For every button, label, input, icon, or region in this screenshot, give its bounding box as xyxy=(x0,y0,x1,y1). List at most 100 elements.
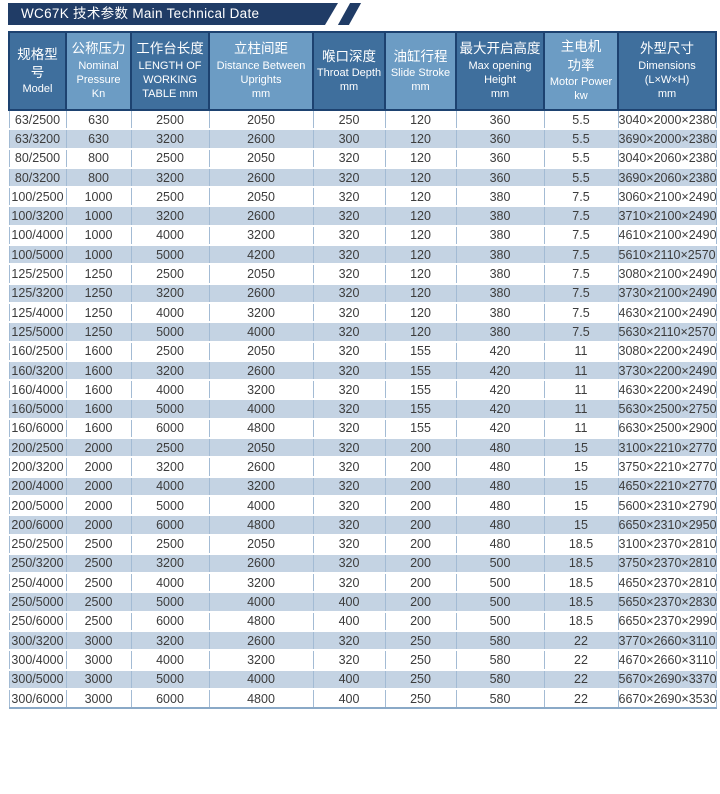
table-cell: 7.5 xyxy=(543,206,619,227)
table-cell: 3200 xyxy=(130,167,210,189)
model-cell: 160/2500 xyxy=(8,341,67,362)
table-cell: 3730×2200×2490 xyxy=(617,360,717,382)
table-cell: 2500 xyxy=(130,534,210,555)
model-cell: 250/2500 xyxy=(8,534,67,555)
table-cell: 5600×2310×2790 xyxy=(617,495,717,517)
table-cell: 4630×2200×2490 xyxy=(617,380,717,401)
table-cell: 200 xyxy=(384,534,457,555)
table-cell: 630 xyxy=(65,110,132,131)
table-cell: 2600 xyxy=(208,631,314,652)
table-cell: 2500 xyxy=(130,264,210,285)
column-header-table-length: 工作台长度 LENGTH OF WORKING TABLE mm xyxy=(130,31,210,111)
model-cell: 125/2500 xyxy=(8,264,67,285)
table-row: 250/5000 2500 5000 4000 400 200 500 18.5 5650×23… xyxy=(8,592,717,613)
model-cell: 200/3200 xyxy=(8,457,67,478)
table-cell: 4000 xyxy=(208,322,314,343)
table-row: 125/2500 1250 2500 2050 320 120 380 7.5 3080×210… xyxy=(8,264,717,285)
table-cell: 5000 xyxy=(130,399,210,420)
table-cell: 320 xyxy=(312,650,386,671)
table-cell: 420 xyxy=(455,399,545,420)
table-row: 300/6000 3000 6000 4800 400 250 580 22 6670×2690… xyxy=(8,688,717,710)
table-cell: 1600 xyxy=(65,399,132,420)
table-cell: 5.5 xyxy=(543,167,619,189)
table-cell: 3200 xyxy=(208,225,314,247)
table-cell: 6000 xyxy=(130,418,210,440)
header-label-en: Slide Stroke mm xyxy=(390,66,451,94)
table-cell: 320 xyxy=(312,457,386,478)
table-cell: 11 xyxy=(543,418,619,440)
table-cell: 1600 xyxy=(65,360,132,382)
table-cell: 3200 xyxy=(208,302,314,324)
table-cell: 1000 xyxy=(65,206,132,227)
table-cell: 580 xyxy=(455,688,545,710)
table-cell: 155 xyxy=(384,380,457,401)
model-cell: 160/6000 xyxy=(8,418,67,440)
table-cell: 120 xyxy=(384,110,457,131)
table-cell: 3100×2370×2810 xyxy=(617,534,717,555)
table-cell: 4800 xyxy=(208,611,314,633)
header-label-en: Model xyxy=(22,83,53,96)
table-cell: 3040×2060×2380 xyxy=(617,148,717,169)
table-cell: 6000 xyxy=(130,611,210,633)
table-row: 63/3200 630 3200 2600 300 120 360 5.5 3690×2000×… xyxy=(8,129,717,150)
table-cell: 3000 xyxy=(65,688,132,710)
table-row: 250/3200 2500 3200 2600 320 200 500 18.5 3750×23… xyxy=(8,553,717,575)
table-cell: 320 xyxy=(312,206,386,227)
table-cell: 300 xyxy=(312,129,386,150)
column-header-nominal-pressure: 公称压力 Nominal Pressure Kn xyxy=(65,31,132,111)
table-cell: 200 xyxy=(384,611,457,633)
table-cell: 420 xyxy=(455,360,545,382)
table-cell: 420 xyxy=(455,341,545,362)
table-cell: 7.5 xyxy=(543,187,619,208)
table-cell: 2500 xyxy=(65,534,132,555)
table-cell: 11 xyxy=(543,380,619,401)
model-cell: 63/2500 xyxy=(8,110,67,131)
model-cell: 250/6000 xyxy=(8,611,67,633)
table-cell: 2050 xyxy=(208,148,314,169)
table-cell: 120 xyxy=(384,187,457,208)
table-row: 160/3200 1600 3200 2600 320 155 420 11 3730×2200… xyxy=(8,360,717,382)
table-cell: 120 xyxy=(384,264,457,285)
header-label-zh: 主电机 功率 xyxy=(560,39,602,73)
header-label-en: Throat Depth mm xyxy=(316,66,382,94)
table-cell: 2000 xyxy=(65,457,132,478)
table-cell: 120 xyxy=(384,225,457,247)
table-row: 100/5000 1000 5000 4200 320 120 380 7.5 5610×211… xyxy=(8,245,717,266)
table-cell: 3040×2000×2380 xyxy=(617,110,717,131)
table-cell: 320 xyxy=(312,283,386,304)
table-cell: 1250 xyxy=(65,283,132,304)
table-cell: 320 xyxy=(312,341,386,362)
table-cell: 380 xyxy=(455,245,545,266)
table-cell: 4610×2100×2490 xyxy=(617,225,717,247)
table-cell: 3200 xyxy=(208,573,314,594)
table-cell: 1000 xyxy=(65,245,132,266)
table-cell: 320 xyxy=(312,148,386,169)
table-cell: 320 xyxy=(312,476,386,497)
table-cell: 320 xyxy=(312,225,386,247)
table-cell: 2600 xyxy=(208,553,314,575)
table-cell: 6630×2500×2900 xyxy=(617,418,717,440)
table-row: 200/4000 2000 4000 3200 320 200 480 15 4650×2210… xyxy=(8,476,717,497)
table-cell: 380 xyxy=(455,225,545,247)
table-cell: 3750×2210×2770 xyxy=(617,457,717,478)
table-cell: 1600 xyxy=(65,380,132,401)
table-cell: 5670×2690×3370 xyxy=(617,669,717,690)
header-label-zh: 公称压力 xyxy=(71,41,126,57)
table-cell: 200 xyxy=(384,457,457,478)
column-header-max-opening: 最大开启高度 Max opening Height mm xyxy=(455,31,545,111)
table-cell: 5.5 xyxy=(543,129,619,150)
table-cell: 500 xyxy=(455,553,545,575)
table-cell: 480 xyxy=(455,515,545,536)
table-cell: 6000 xyxy=(130,688,210,710)
table-cell: 360 xyxy=(455,129,545,150)
table-cell: 4000 xyxy=(208,399,314,420)
table-cell: 500 xyxy=(455,592,545,613)
table-cell: 5630×2500×2750 xyxy=(617,399,717,420)
table-cell: 2500 xyxy=(65,553,132,575)
model-cell: 160/4000 xyxy=(8,380,67,401)
table-row: 250/2500 2500 2500 2050 320 200 480 18.5 3100×23… xyxy=(8,534,717,555)
table-cell: 420 xyxy=(455,418,545,440)
table-row: 125/3200 1250 3200 2600 320 120 380 7.5 3730×210… xyxy=(8,283,717,304)
table-cell: 3080×2100×2490 xyxy=(617,264,717,285)
table-cell: 120 xyxy=(384,167,457,189)
